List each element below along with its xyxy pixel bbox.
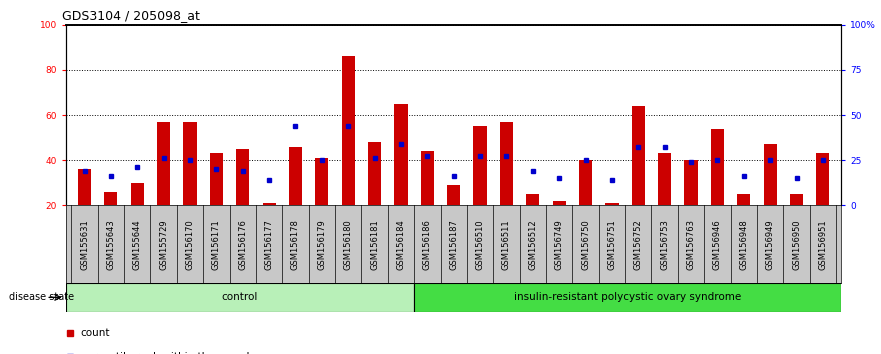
- Bar: [342, 56, 355, 205]
- Text: GSM156512: GSM156512: [529, 219, 537, 270]
- Text: GSM156751: GSM156751: [607, 219, 617, 270]
- Bar: [263, 203, 276, 205]
- Bar: [395, 104, 408, 205]
- Text: GSM156178: GSM156178: [291, 219, 300, 270]
- Text: count: count: [80, 329, 109, 338]
- Text: disease state: disease state: [9, 292, 74, 302]
- Text: GSM156948: GSM156948: [739, 219, 748, 270]
- Text: GSM156510: GSM156510: [476, 219, 485, 270]
- Text: GSM155644: GSM155644: [133, 219, 142, 270]
- Bar: [764, 144, 777, 205]
- Text: control: control: [222, 292, 258, 302]
- Bar: [500, 122, 513, 205]
- Text: GSM156946: GSM156946: [713, 219, 722, 270]
- Text: GSM156511: GSM156511: [502, 219, 511, 270]
- Bar: [790, 194, 803, 205]
- Bar: [130, 183, 144, 205]
- Bar: [473, 126, 486, 205]
- Bar: [368, 142, 381, 205]
- Bar: [66, 283, 413, 312]
- Text: GSM155631: GSM155631: [80, 219, 89, 270]
- Bar: [579, 160, 592, 205]
- Text: GSM156950: GSM156950: [792, 219, 801, 270]
- Text: GSM156187: GSM156187: [449, 219, 458, 270]
- Text: insulin-resistant polycystic ovary syndrome: insulin-resistant polycystic ovary syndr…: [514, 292, 741, 302]
- Bar: [552, 201, 566, 205]
- Text: GSM156177: GSM156177: [264, 219, 274, 270]
- Text: GSM156951: GSM156951: [818, 219, 827, 270]
- Bar: [526, 194, 539, 205]
- Text: GSM156179: GSM156179: [317, 219, 326, 270]
- Bar: [658, 153, 671, 205]
- Text: GDS3104 / 205098_at: GDS3104 / 205098_at: [62, 9, 199, 22]
- Text: GSM156949: GSM156949: [766, 219, 774, 270]
- Bar: [737, 194, 751, 205]
- Text: GSM156171: GSM156171: [212, 219, 221, 270]
- Bar: [210, 153, 223, 205]
- Bar: [711, 129, 724, 205]
- Text: GSM156184: GSM156184: [396, 219, 405, 270]
- Text: percentile rank within the sample: percentile rank within the sample: [80, 352, 256, 354]
- Bar: [315, 158, 329, 205]
- Bar: [685, 160, 698, 205]
- Text: GSM156750: GSM156750: [581, 219, 590, 270]
- Text: GSM156181: GSM156181: [370, 219, 379, 270]
- Text: GSM156749: GSM156749: [555, 219, 564, 270]
- Bar: [448, 185, 460, 205]
- Bar: [104, 192, 117, 205]
- Bar: [183, 122, 196, 205]
- Bar: [236, 149, 249, 205]
- Bar: [421, 151, 434, 205]
- Text: GSM156752: GSM156752: [633, 219, 643, 270]
- Bar: [78, 169, 91, 205]
- Text: GSM156753: GSM156753: [660, 219, 670, 270]
- Text: GSM155729: GSM155729: [159, 219, 168, 270]
- Text: GSM156763: GSM156763: [686, 219, 695, 270]
- Text: GSM156170: GSM156170: [186, 219, 195, 270]
- Bar: [817, 153, 830, 205]
- Text: GSM155643: GSM155643: [107, 219, 115, 270]
- Bar: [157, 122, 170, 205]
- Bar: [413, 283, 841, 312]
- Text: GSM156180: GSM156180: [344, 219, 352, 270]
- Bar: [289, 147, 302, 205]
- Bar: [632, 106, 645, 205]
- Text: GSM156176: GSM156176: [238, 219, 248, 270]
- Bar: [605, 203, 618, 205]
- Text: GSM156186: GSM156186: [423, 219, 432, 270]
